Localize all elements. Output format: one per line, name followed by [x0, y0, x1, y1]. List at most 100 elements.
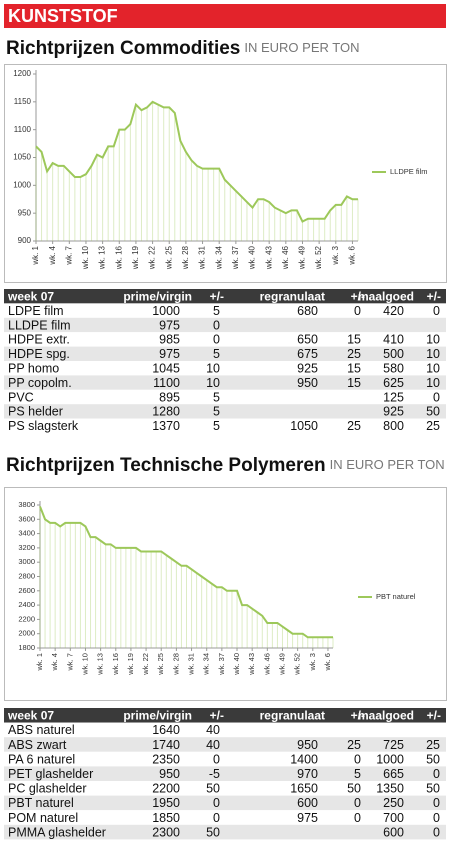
- x-tick-label: wk. 22: [148, 245, 157, 270]
- table-cell: 1370: [152, 419, 180, 433]
- table-row-bg: [4, 722, 446, 738]
- x-tick-label: wk. 16: [111, 653, 120, 676]
- table-cell: 0: [213, 811, 220, 825]
- table-cell: 0: [433, 825, 440, 839]
- x-tick-label: wk. 1: [31, 245, 40, 265]
- table-cell: HDPE spg.: [8, 347, 70, 361]
- x-tick-label: wk. 3: [331, 245, 340, 265]
- x-tick-label: wk. 31: [198, 245, 207, 270]
- table-cell: 50: [206, 825, 220, 839]
- table-cell: 15: [347, 376, 361, 390]
- header-bar: [4, 4, 446, 28]
- table-cell: 15: [347, 333, 361, 347]
- y-tick-label: 3800: [18, 500, 35, 509]
- x-tick-label: wk. 34: [202, 653, 211, 676]
- y-tick-label: 2400: [18, 600, 35, 609]
- table-row-bg: [4, 418, 446, 433]
- table-cell: 5: [213, 304, 220, 318]
- table-header: regranulaat: [260, 289, 325, 303]
- table-cell: 1050: [290, 419, 318, 433]
- table-cell: 1850: [152, 811, 180, 825]
- table-header: prime/virgin: [123, 708, 192, 722]
- table-cell: PMMA glashelder: [8, 825, 106, 839]
- table-cell: 950: [297, 738, 318, 752]
- table-cell: 950: [297, 376, 318, 390]
- table-cell: -5: [209, 767, 220, 781]
- table-cell: 5: [213, 347, 220, 361]
- x-tick-label: wk. 46: [281, 245, 290, 270]
- table-cell: PS helder: [8, 405, 63, 419]
- table-cell: PVC: [8, 390, 34, 404]
- series-line: [35, 100, 358, 223]
- table-cell: 985: [159, 333, 180, 347]
- table-cell: 25: [426, 738, 440, 752]
- x-tick-label: wk. 49: [277, 653, 286, 676]
- table-cell: PBT naturel: [8, 796, 74, 810]
- table-row-bg: [4, 317, 446, 333]
- x-tick-label: wk. 22: [141, 653, 150, 676]
- table-cell: 1740: [152, 738, 180, 752]
- table-cell: 0: [213, 752, 220, 766]
- x-tick-label: wk. 4: [48, 245, 57, 265]
- y-tick-label: 900: [18, 236, 32, 245]
- x-tick-label: wk. 28: [181, 245, 190, 270]
- table-header: week 07: [7, 708, 54, 722]
- table-header: +/-: [351, 289, 365, 303]
- x-tick-label: wk. 34: [214, 245, 223, 270]
- table-header: +/-: [427, 289, 441, 303]
- x-tick-label: wk. 43: [264, 245, 273, 270]
- table-row-bg: [4, 810, 446, 825]
- table-cell: 580: [383, 361, 404, 375]
- y-tick-label: 1100: [14, 125, 32, 134]
- table-cell: 650: [297, 333, 318, 347]
- table-cell: PP copolm.: [8, 376, 72, 390]
- x-tick-label: wk. 28: [171, 653, 180, 676]
- x-tick-label: wk. 16: [114, 245, 123, 270]
- x-tick-label: wk. 37: [217, 653, 226, 676]
- x-tick-label: wk. 52: [314, 245, 323, 270]
- table-cell: 1640: [152, 723, 180, 737]
- y-tick-label: 950: [18, 208, 32, 217]
- y-tick-label: 2600: [18, 586, 35, 595]
- table-cell: 50: [426, 752, 440, 766]
- table-cell: 10: [426, 347, 440, 361]
- table-header-bg: [4, 708, 446, 723]
- table-cell: 1280: [152, 405, 180, 419]
- table-cell: 500: [383, 347, 404, 361]
- table-cell: 0: [433, 767, 440, 781]
- table-cell: PA 6 naturel: [8, 752, 75, 766]
- table-cell: 5: [213, 405, 220, 419]
- table-row-bg: [4, 303, 446, 318]
- table-row-bg: [4, 375, 446, 390]
- table-header: prime/virgin: [123, 289, 192, 303]
- table-cell: 410: [383, 333, 404, 347]
- table-cell: PET glashelder: [8, 767, 93, 781]
- x-tick-label: wk. 4: [50, 653, 59, 672]
- table-cell: ABS naturel: [8, 723, 75, 737]
- x-tick-label: wk. 7: [65, 653, 74, 672]
- table-header: +/-: [210, 289, 224, 303]
- table-row-bg: [4, 824, 446, 840]
- y-tick-label: 2800: [18, 571, 35, 580]
- table-cell: 10: [426, 333, 440, 347]
- table-row-bg: [4, 751, 446, 767]
- x-tick-label: wk. 7: [64, 245, 73, 265]
- table-cell: 975: [297, 811, 318, 825]
- header-title: KUNSTSTOF: [8, 6, 118, 26]
- y-tick-label: 1150: [14, 97, 32, 106]
- x-tick-label: wk. 19: [126, 653, 135, 676]
- table-cell: 2300: [152, 825, 180, 839]
- table-cell: LDPE film: [8, 304, 64, 318]
- table-cell: 0: [433, 796, 440, 810]
- table-cell: 25: [347, 347, 361, 361]
- table-cell: HDPE extr.: [8, 333, 70, 347]
- table-cell: 925: [383, 405, 404, 419]
- y-tick-label: 1000: [13, 180, 31, 189]
- legend-label: PBT naturel: [376, 592, 416, 601]
- table-cell: 970: [297, 767, 318, 781]
- table-cell: 600: [383, 825, 404, 839]
- y-tick-label: 3600: [18, 514, 35, 523]
- table-row-bg: [4, 404, 446, 419]
- table-cell: 0: [213, 796, 220, 810]
